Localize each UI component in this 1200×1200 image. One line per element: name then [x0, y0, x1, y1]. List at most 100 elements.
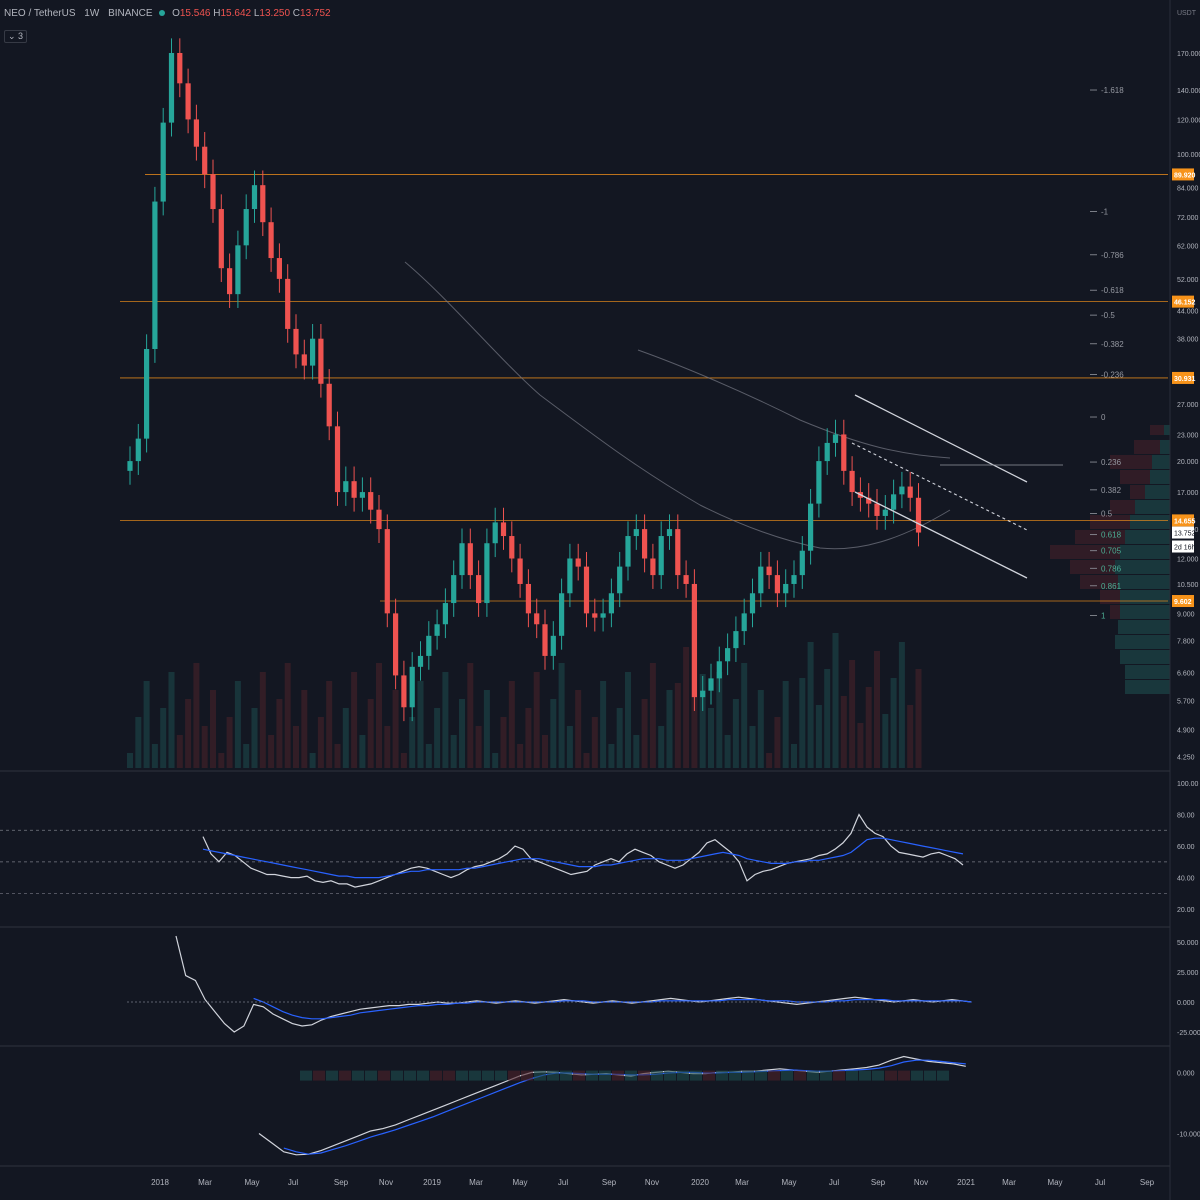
macd-histogram-bar — [417, 1070, 429, 1081]
level-price-tag — [1172, 595, 1194, 608]
macd-histogram-bar — [430, 1070, 442, 1081]
price-tick-label: 20.000 — [1177, 459, 1199, 466]
volume-bar — [741, 663, 748, 768]
volume-bar — [185, 699, 192, 768]
candle-body — [675, 529, 681, 576]
price-tick-label: 6.600 — [1177, 671, 1195, 678]
macd-histogram-bar — [482, 1070, 494, 1081]
candle-body — [691, 583, 697, 698]
oscillator-pane: 50.000 25.000 0.000 -25.000 — [127, 935, 1200, 1037]
candle-body — [625, 536, 631, 567]
macd-pane: 0.000 -10.000 — [258, 1055, 1200, 1156]
volume-bar — [633, 735, 640, 768]
volume-bar — [467, 663, 474, 768]
countdown-tag — [1172, 540, 1194, 553]
candle-body — [915, 497, 922, 533]
candle-body — [567, 558, 573, 594]
volume-bar — [342, 708, 349, 768]
macd-histogram-bar — [365, 1070, 377, 1081]
volume-bar — [425, 744, 432, 768]
candle-body — [832, 434, 839, 443]
candle-body — [210, 174, 216, 210]
pane-dividers — [0, 770, 1170, 1167]
candle-body — [442, 603, 448, 625]
volume-profile-buy — [1125, 665, 1170, 679]
candle-body — [359, 492, 365, 498]
price-tick-label: 10.500 — [1177, 582, 1199, 589]
volume-bars — [127, 611, 922, 768]
time-tick-label: Nov — [379, 1178, 393, 1187]
indicator-toggle-button[interactable]: ⌄ 3 — [4, 30, 28, 43]
symbol-name[interactable]: NEO / TetherUS — [4, 8, 76, 19]
volume-bar — [234, 681, 241, 768]
ma-medium-line — [637, 349, 951, 459]
fib-level-label: -0.236 — [1101, 370, 1124, 379]
level-price-label: 9.602 — [1174, 599, 1192, 606]
volume-bar — [268, 735, 275, 768]
time-tick-label: Jul — [1095, 1178, 1105, 1187]
time-tick-label: 2018 — [151, 1178, 169, 1187]
macd-histogram-bar — [521, 1070, 533, 1081]
volume-bar — [392, 690, 399, 768]
price-tick-label: 140.000 — [1177, 88, 1200, 95]
price-tick-label: 5.700 — [1177, 698, 1195, 705]
volume-bar — [276, 699, 283, 768]
pane-tick-label: 0.000 — [1177, 1070, 1195, 1077]
level-price-label: 30.931 — [1174, 376, 1196, 383]
candle-body — [318, 338, 324, 384]
time-axis[interactable]: 2018 Mar May Jul Sep Nov 2019 Mar May Jul Sep Nov 20… — [151, 1178, 1155, 1187]
volume-profile-sell — [1050, 545, 1120, 559]
time-tick-label: Sep — [871, 1178, 886, 1187]
macd-histogram-bar — [586, 1070, 598, 1081]
volume-profile-buy — [1125, 530, 1170, 544]
volume-bar — [791, 744, 797, 768]
time-tick-label: 2021 — [957, 1178, 975, 1187]
macd-histogram-bar — [898, 1070, 910, 1081]
candle-body — [716, 661, 722, 679]
macd-histogram-bar — [937, 1070, 949, 1081]
volume-profile-buy — [1145, 485, 1170, 499]
candle-body — [459, 543, 465, 576]
candle-body — [218, 209, 224, 269]
pane-tick-label: -25.000 — [1177, 1030, 1200, 1037]
volume-bar — [857, 723, 864, 768]
price-axis[interactable]: 170.000 140.000 120.000 100.000 84.000 72.000… — [1169, 0, 1200, 1200]
candle-body — [326, 383, 332, 427]
fib-level-label: 0.236 — [1101, 458, 1122, 467]
open-value: 15.546 — [179, 8, 211, 19]
candle-body — [841, 434, 847, 471]
candle-body — [135, 438, 141, 462]
volume-bar — [143, 681, 150, 768]
price-tick-label: 7.800 — [1177, 639, 1195, 646]
fib-level-label: -0.786 — [1101, 251, 1124, 260]
volume-bar — [865, 687, 872, 768]
symbol-header[interactable]: NEO / TetherUS 1W BINANCE O15.546 H15.64… — [4, 8, 331, 19]
interval-label[interactable]: 1W — [84, 8, 100, 19]
moving-averages — [404, 261, 951, 550]
candle-body — [758, 566, 764, 594]
volume-bar — [849, 660, 856, 768]
candle-body — [749, 593, 756, 614]
volume-bar — [500, 717, 507, 768]
volume-profile-sell — [1100, 590, 1120, 604]
candle-body — [525, 583, 531, 614]
volume-profile-buy — [1118, 620, 1170, 634]
fib-level-label: 0.861 — [1101, 582, 1122, 591]
macd-histogram-bar — [716, 1070, 728, 1081]
candle-body — [666, 529, 673, 537]
candle-body — [168, 52, 175, 123]
candle-body — [575, 558, 581, 567]
volume-bar — [400, 753, 407, 768]
volume-bar — [176, 735, 183, 768]
close-value: 13.752 — [300, 8, 331, 19]
volume-profile-buy — [1115, 560, 1170, 574]
macd-histogram-bar — [703, 1070, 715, 1081]
candle-body — [243, 209, 249, 246]
volume-bar — [210, 690, 216, 768]
fib-level-label: 1 — [1101, 611, 1106, 620]
fib-level-label: 0.618 — [1101, 531, 1122, 540]
volume-bar — [666, 690, 673, 768]
macd-histogram-bar — [599, 1070, 611, 1081]
fib-level-label: 0.5 — [1101, 509, 1113, 518]
